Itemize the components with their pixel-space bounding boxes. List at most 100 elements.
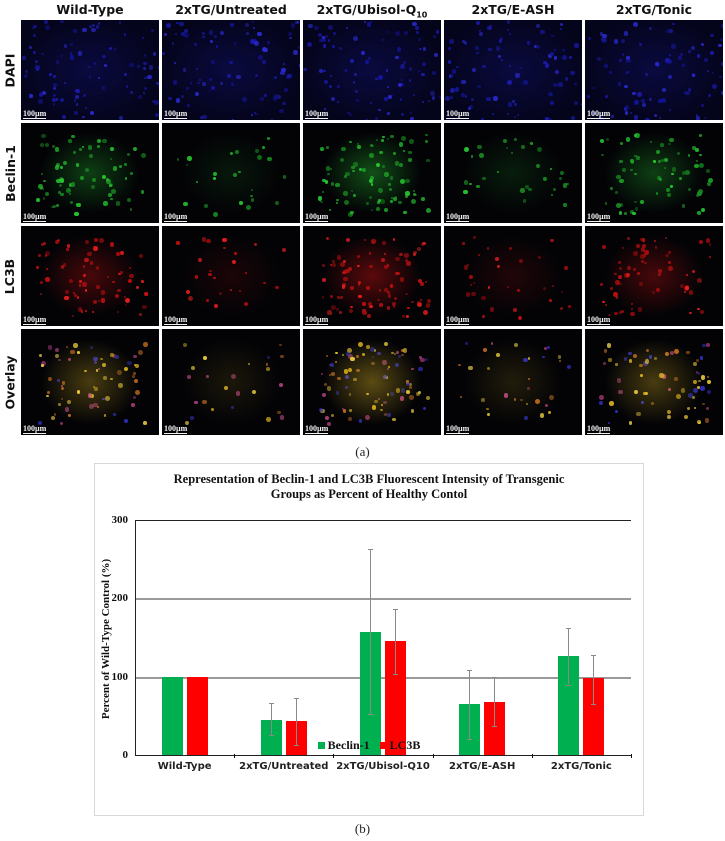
bar-beclin-1 [161,676,183,755]
scale-bar: 100µm [305,424,329,434]
error-bar [270,703,272,736]
bar-beclin-1 [558,656,580,755]
x-tick [234,754,236,758]
micrograph-beclin-5: 100µm [585,123,723,223]
micrograph-lc3b-5: 100µm [585,226,723,326]
error-cap [293,697,299,699]
row-label-overlay: Overlay [2,355,18,409]
x-category-label: 2xTG/Untreated [239,761,329,772]
error-cap [268,703,274,705]
error-cap [566,684,572,686]
error-bar [494,677,496,726]
scale-bar: 100µm [23,212,47,222]
legend-item-beclin: Beclin-1 [317,738,370,753]
micrograph-beclin-2: 100µm [162,123,300,223]
micrograph-dapi-4: 100µm [444,20,582,120]
error-bar [370,548,371,715]
micrograph-overlay-2: 100µm [162,329,300,435]
scale-bar: 100µm [587,315,611,325]
gridline [135,520,631,521]
y-tick-label: 200 [111,592,129,605]
error-cap [492,726,498,728]
error-cap [492,677,498,679]
scale-bar: 100µm [587,109,611,119]
row-label-beclin: Beclin-1 [2,144,18,202]
gridline [135,676,631,679]
bar-lc3b [583,678,605,755]
y-axis-line [135,520,136,755]
bar-chart: Representation of Beclin-1 and LC3B Fluo… [94,463,644,816]
error-cap [393,609,398,611]
scale-bar: 100µm [305,109,329,119]
x-category-label: Wild-Type [157,761,212,772]
x-axis-line [135,755,631,756]
x-tick [432,754,434,758]
row-label-lc3b: LC3B [2,258,18,294]
y-tick-label: 0 [122,749,129,761]
error-cap [566,628,572,630]
gridline [135,598,631,601]
lc3b-swatch-icon [379,742,387,749]
legend: Beclin-1 LC3B [95,738,643,753]
error-cap [393,673,398,675]
micrograph-overlay-3: 100µm [303,329,441,435]
micrograph-dapi-5: 100µm [585,20,723,120]
error-bar [395,609,396,674]
scale-bar: 100µm [587,212,611,222]
scale-bar: 100µm [446,424,470,434]
scale-bar: 100µm [305,212,329,222]
error-cap [293,744,299,746]
error-cap [467,739,473,741]
scale-bar: 100µm [446,109,470,119]
column-header-wild-type: Wild-Type [56,2,124,17]
column-header-ubisol: 2xTG/Ubisol-Q10 [316,2,428,20]
chart-title: Representation of Beclin-1 and LC3B Fluo… [173,472,565,501]
bar-lc3b [385,641,406,755]
scale-bar: 100µm [23,424,47,434]
bar-lc3b [484,701,506,755]
x-category-label: 2xTG/Tonic [550,761,612,772]
error-cap [591,654,597,656]
scale-bar: 100µm [23,315,47,325]
micrograph-beclin-1: 100µm [21,123,159,223]
scale-bar: 100µm [23,109,47,119]
y-axis-label: Percent of Wild-Type Control (%) [100,558,112,720]
y-tick-label: 100 [111,670,129,683]
error-cap [591,704,597,706]
bar-lc3b [186,676,208,755]
y-tick-label: 300 [111,514,129,526]
caption-b: (b) [354,821,371,836]
micrograph-lc3b-3: 100µm [303,226,441,326]
x-tick [531,754,533,758]
error-cap [268,735,274,737]
micrograph-lc3b-1: 100µm [21,226,159,326]
micrograph-dapi-3: 100µm [303,20,441,120]
micrograph-beclin-4: 100µm [444,123,582,223]
x-category-label: 2xTG/E-ASH [448,761,516,772]
scale-bar: 100µm [587,424,611,434]
column-header-tonic: 2xTG/Tonic [615,2,693,17]
error-bar [469,670,471,740]
error-cap [368,548,373,550]
scale-bar: 100µm [446,315,470,325]
error-cap [467,670,473,672]
micrograph-dapi-2: 100µm [162,20,300,120]
micrograph-overlay-1: 100µm [21,329,159,435]
scale-bar: 100µm [446,212,470,222]
scale-bar: 100µm [164,315,188,325]
scale-bar: 100µm [164,109,188,119]
micrograph-overlay-4: 100µm [444,329,582,435]
micrograph-lc3b-4: 100µm [444,226,582,326]
legend-item-lc3b: LC3B [379,738,420,753]
scale-bar: 100µm [164,212,188,222]
error-cap [368,714,373,716]
caption-a: (a) [355,444,370,459]
micrograph-lc3b-2: 100µm [162,226,300,326]
x-tick [631,754,632,758]
x-category-label: 2xTG/Ubisol-Q10 [336,761,430,772]
error-bar [593,654,595,705]
row-label-dapi: DAPI [2,53,18,87]
column-header-e-ash: 2xTG/E-ASH [471,2,555,17]
micrograph-dapi-1: 100µm [21,20,159,120]
micrograph-overlay-5: 100µm [585,329,723,435]
